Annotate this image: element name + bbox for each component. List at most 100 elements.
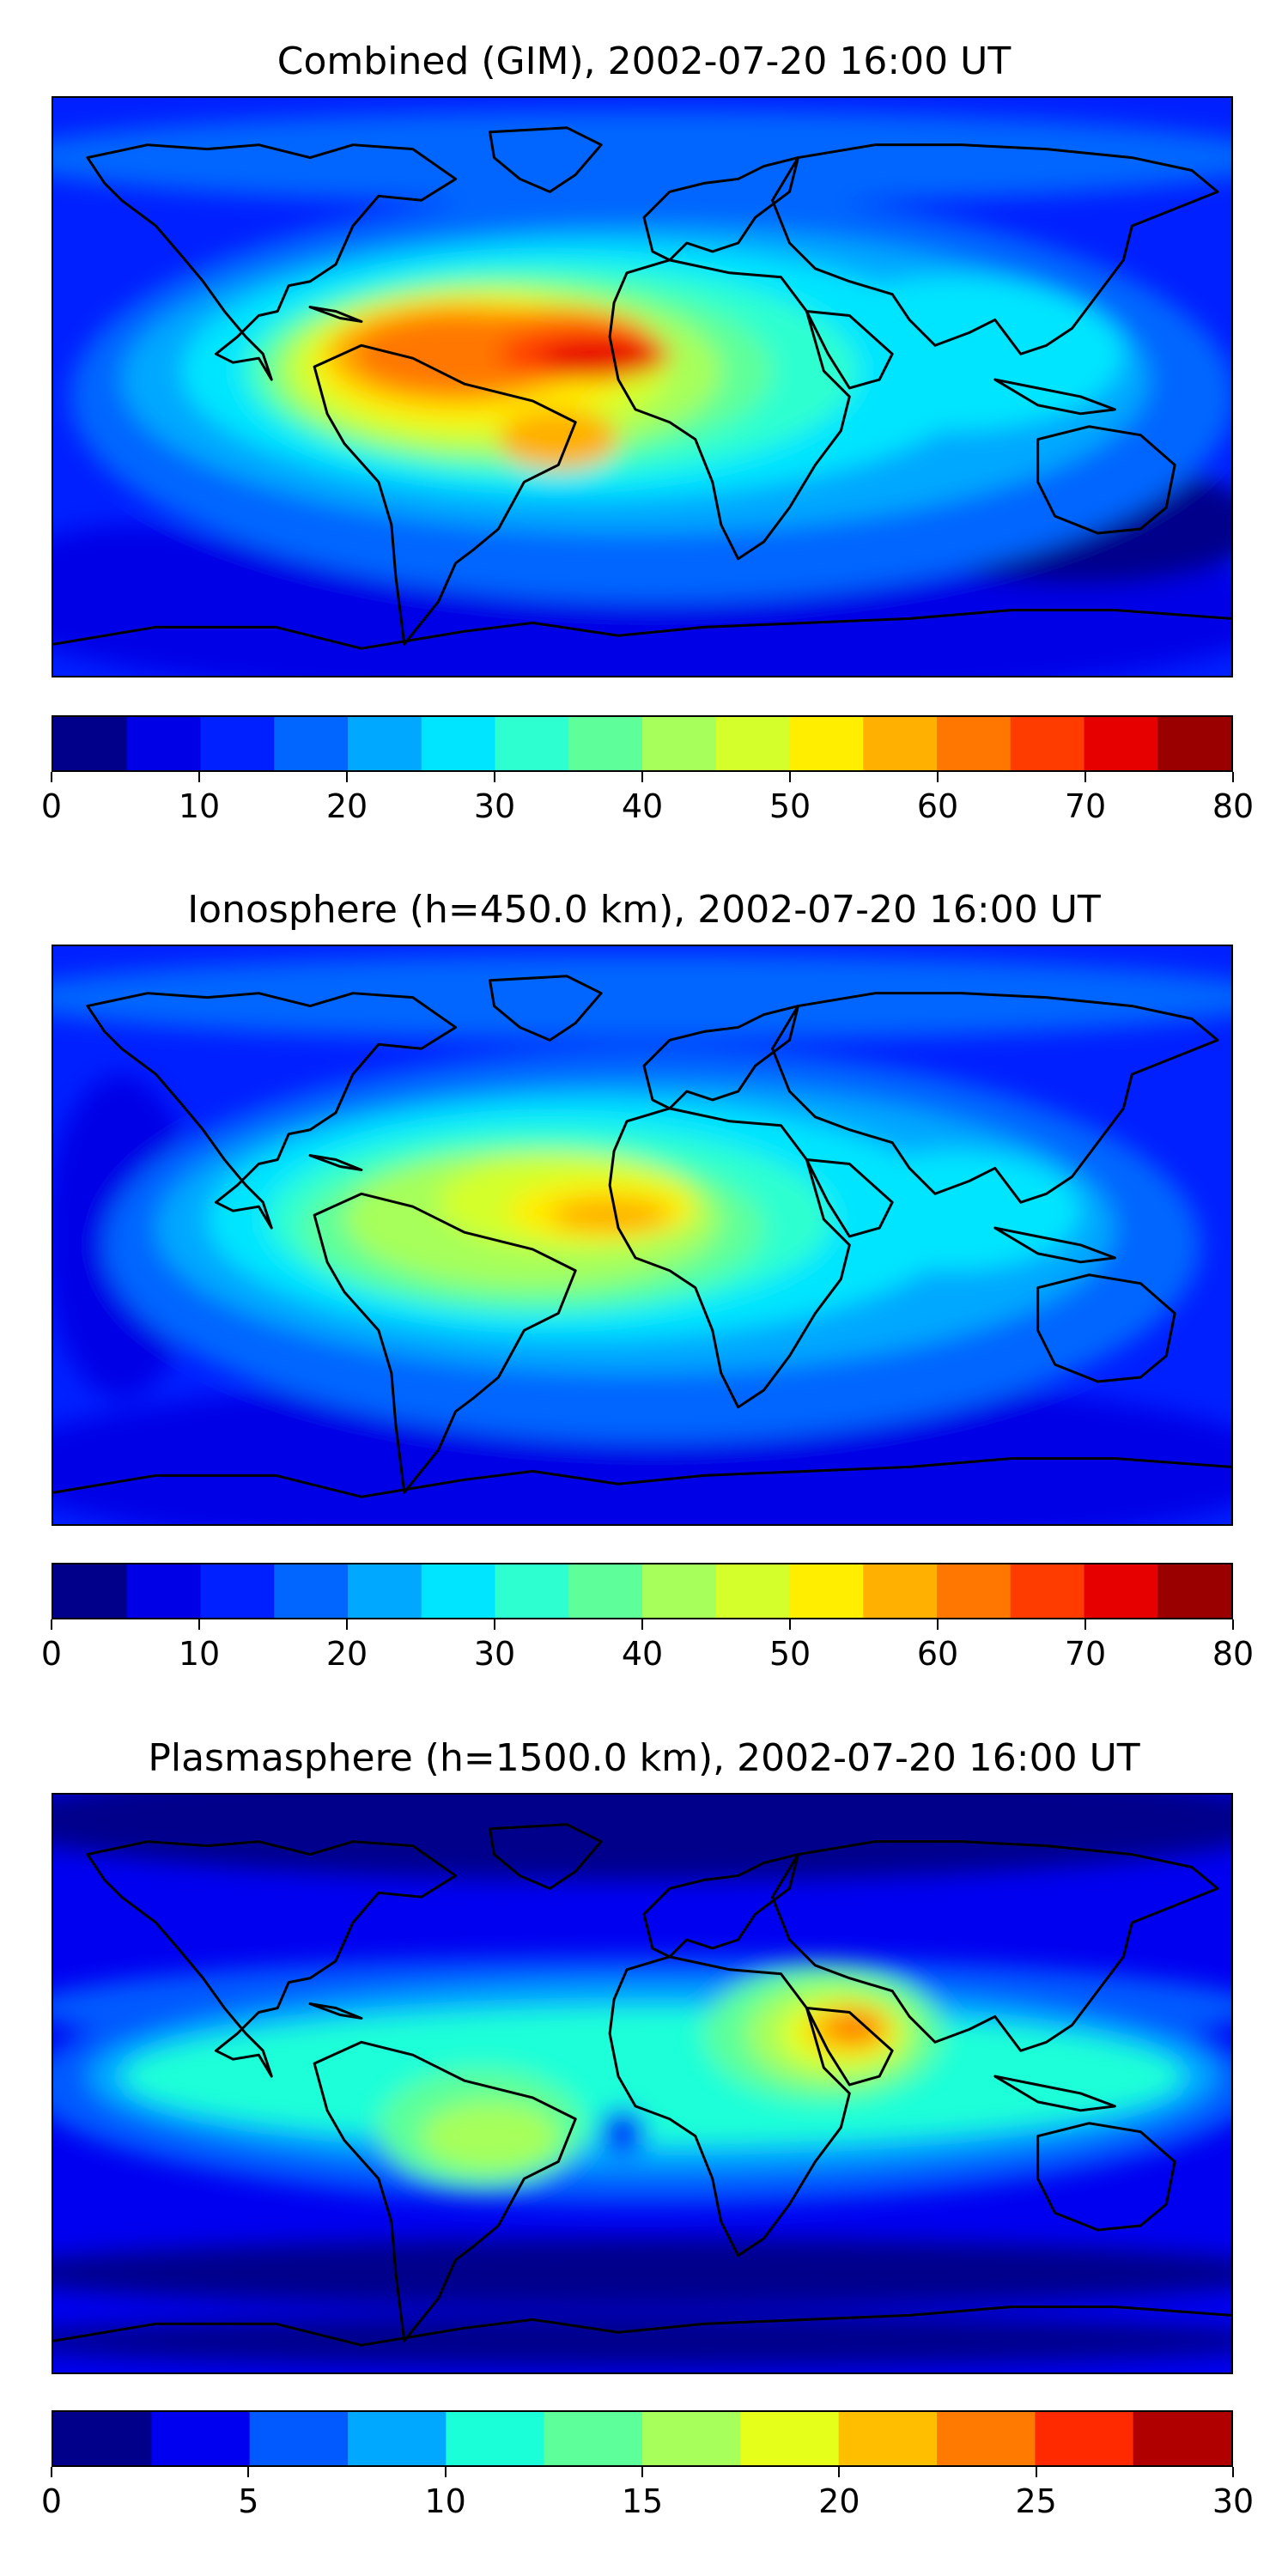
- colorbar-segment: [495, 717, 569, 770]
- colorbar-segment: [642, 717, 717, 770]
- colorbar-segment: [789, 1564, 864, 1618]
- colorbar-tick: [494, 1619, 495, 1630]
- colorbar-segment: [348, 717, 422, 770]
- colorbar-tick: [444, 2467, 447, 2477]
- colorbar-segment: [642, 2412, 741, 2465]
- colorbar-tick-label: 10: [178, 787, 221, 825]
- colorbar-segment: [544, 2412, 643, 2465]
- colorbar-segment: [789, 717, 864, 770]
- colorbar-tick-label: 50: [769, 787, 811, 825]
- colorbar-segment: [348, 2412, 447, 2465]
- colorbar-tick: [51, 2467, 52, 2477]
- colorbar-tick-label: 25: [1015, 2482, 1057, 2520]
- colorbar-segment: [53, 717, 128, 770]
- colorbar-tick: [641, 2467, 643, 2477]
- colorbar-segment: [1035, 2412, 1134, 2465]
- chart-title-ionosphere: Ionosphere (h=450.0 km), 2002-07-20 16:0…: [187, 888, 1101, 932]
- colorbar-segment: [126, 717, 202, 770]
- colorbar-segment: [200, 1564, 275, 1618]
- colorbar-tick-label: 10: [424, 2482, 466, 2520]
- colorbar-segment: [495, 1564, 569, 1618]
- colorbar-tick: [51, 1619, 52, 1630]
- colorbar-tick-label: 30: [473, 1635, 516, 1673]
- colorbar-segment: [863, 717, 938, 770]
- colorbar-tick-label: 80: [1212, 1635, 1255, 1673]
- colorbar-combined: [52, 715, 1233, 772]
- colorbar-tick: [937, 772, 939, 782]
- colorbar-tick: [1232, 1619, 1234, 1630]
- colorbar-tick-label: 70: [1064, 1635, 1107, 1673]
- colorbar-segment: [838, 2412, 938, 2465]
- colorbar-tick-label: 20: [325, 1635, 368, 1673]
- colorbar-segment: [1133, 2412, 1231, 2465]
- colorbar-segment: [53, 2412, 152, 2465]
- colorbar-segment: [274, 717, 349, 770]
- colorbar-segment: [937, 717, 1012, 770]
- colorbar-segment: [1157, 717, 1231, 770]
- colorbar-tick: [789, 1619, 791, 1630]
- colorbar-segment: [1010, 717, 1085, 770]
- colorbar-tick-label: 0: [40, 1635, 63, 1673]
- colorbar-segment: [126, 1564, 202, 1618]
- colorbar-tick: [937, 1619, 939, 1630]
- colorbar-tick: [838, 2467, 841, 2477]
- colorbar-tick-label: 40: [621, 787, 664, 825]
- colorbar-ionosphere: [52, 1563, 1233, 1619]
- colorbar-segment: [740, 2412, 840, 2465]
- map-plasmasphere: [52, 1793, 1233, 2374]
- chart-title-combined: Combined (GIM), 2002-07-20 16:00 UT: [276, 39, 1012, 83]
- colorbar-segment: [568, 1564, 643, 1618]
- colorbar-tick-label: 15: [621, 2482, 664, 2520]
- colorbar-segment: [421, 717, 496, 770]
- colorbar-segment: [249, 2412, 349, 2465]
- colorbar-tick: [641, 772, 643, 782]
- contour-map-combined: [53, 98, 1231, 676]
- colorbar-tick: [198, 772, 200, 782]
- colorbar-tick: [1232, 772, 1234, 782]
- colorbar-tick: [198, 1619, 200, 1630]
- colorbar-tick: [1232, 2467, 1234, 2477]
- colorbar-tick-label: 0: [40, 2482, 63, 2520]
- map-combined: [52, 96, 1233, 677]
- colorbar-segment: [348, 1564, 422, 1618]
- colorbar-tick-label: 10: [178, 1635, 221, 1673]
- colorbar-tick: [51, 772, 52, 782]
- colorbar-segment: [937, 2412, 1036, 2465]
- colorbar-segment: [1084, 1564, 1158, 1618]
- map-ionosphere: [52, 945, 1233, 1526]
- colorbar-tick-label: 70: [1064, 787, 1107, 825]
- colorbar-segment: [1157, 1564, 1231, 1618]
- colorbar-tick: [247, 2467, 250, 2477]
- colorbar-tick-label: 5: [238, 2482, 259, 2520]
- colorbar-tick-label: 40: [621, 1635, 664, 1673]
- colorbar-segment: [715, 717, 791, 770]
- colorbar-tick: [346, 1619, 348, 1630]
- colorbar-segment: [421, 1564, 496, 1618]
- colorbar-segment: [863, 1564, 938, 1618]
- colorbar-segment: [446, 2412, 545, 2465]
- colorbar-tick-label: 20: [325, 787, 368, 825]
- colorbar-tick-label: 30: [473, 787, 516, 825]
- colorbar-tick-label: 60: [916, 1635, 959, 1673]
- colorbar-segment: [1010, 1564, 1085, 1618]
- colorbar-tick-label: 60: [916, 787, 959, 825]
- colorbar-segment: [642, 1564, 717, 1618]
- colorbar-tick: [346, 772, 348, 782]
- colorbar-tick: [1084, 772, 1086, 782]
- colorbar-tick-label: 30: [1212, 2482, 1255, 2520]
- colorbar-tick-label: 0: [40, 787, 63, 825]
- colorbar-segment: [200, 717, 275, 770]
- chart-title-plasmasphere: Plasmasphere (h=1500.0 km), 2002-07-20 1…: [148, 1736, 1140, 1780]
- colorbar-tick-label: 80: [1212, 787, 1255, 825]
- colorbar-segment: [53, 1564, 128, 1618]
- contour-map-ionosphere: [53, 946, 1231, 1524]
- colorbar-tick: [789, 772, 791, 782]
- colorbar-ticks-ionosphere: 0 10 20 30 40 50 60 70 80: [41, 1619, 1254, 1673]
- colorbar-ticks-combined: 0 10 20 30 40 50 60 70 80: [41, 772, 1254, 825]
- colorbar-segment: [274, 1564, 349, 1618]
- colorbar-tick: [1035, 2467, 1037, 2477]
- colorbar-segment: [937, 1564, 1012, 1618]
- colorbar-segment: [715, 1564, 791, 1618]
- colorbar-plasmasphere: [52, 2410, 1233, 2467]
- colorbar-segment: [1084, 717, 1158, 770]
